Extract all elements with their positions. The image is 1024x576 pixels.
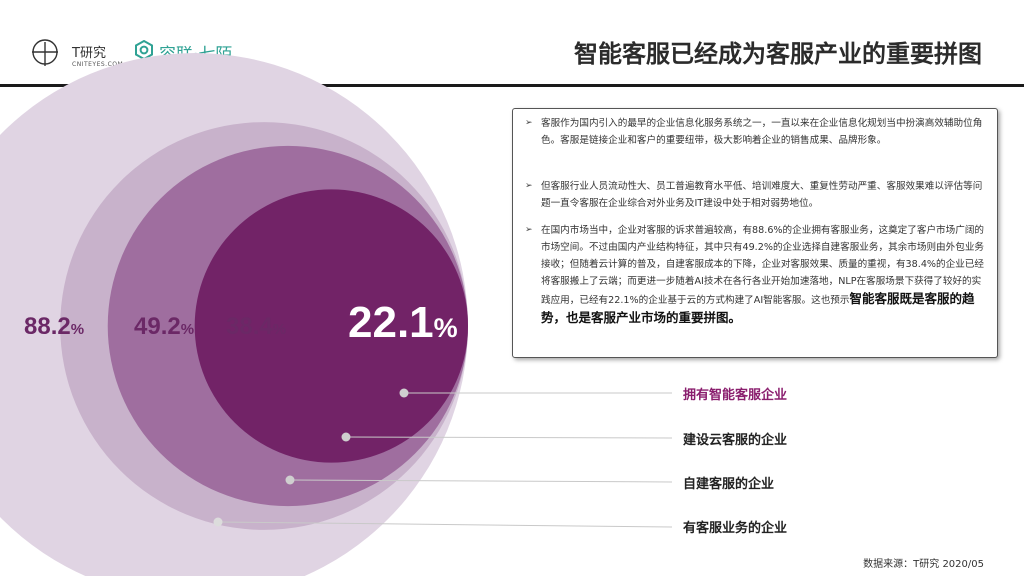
value-label-number: 49.2 <box>134 313 181 340</box>
t-research-logo-subtext: CNITEYES.COM <box>72 61 124 68</box>
value-label-unit: % <box>434 313 458 343</box>
bullet-text-3-highlight: 智能客服既是客服的趋势，也是客服产业市场的重要拼图。 <box>541 291 975 325</box>
t-research-logo: T研究 CNITEYES.COM <box>28 36 123 72</box>
description-bullet-1: ➢ 客服作为国内引入的最早的企业信息化服务系统之一，一直以来在企业信息化规划当中… <box>525 115 987 149</box>
value-label-unit: % <box>181 321 194 338</box>
value-label-unit: % <box>273 321 286 338</box>
bullet-arrow-icon: ➢ <box>525 181 533 191</box>
bullet-text-2: 但客服行业人员流动性大、员工普遍教育水平低、培训难度大、重复性劳动严重、客服效果… <box>541 181 983 209</box>
bullet-text-1: 客服作为国内引入的最早的企业信息化服务系统之一，一直以来在企业信息化规划当中扮演… <box>541 118 983 146</box>
legend-item-has-service: 有客服业务的企业 <box>683 521 788 536</box>
legend-item-self-built-service: 自建客服的企业 <box>683 477 775 492</box>
leader-line <box>217 521 673 528</box>
legend-item-cloud-service: 建设云客服的企业 <box>683 433 788 448</box>
header-divider <box>0 84 1024 87</box>
page-title: 智能客服已经成为客服产业的重要拼图 <box>574 40 982 68</box>
value-label-number: 22.1 <box>348 298 434 347</box>
leader-dot <box>399 388 409 398</box>
leader-line <box>289 479 673 483</box>
value-label-unit: % <box>71 321 84 338</box>
leader-dot <box>213 517 223 527</box>
ring-smart-service <box>194 189 468 463</box>
value-label-cloud-service: 38.4% <box>226 313 286 340</box>
value-label-number: 38.4 <box>226 313 273 340</box>
legend-item-smart-service: 拥有智能客服企业 <box>683 388 788 403</box>
leader-line <box>345 436 673 439</box>
description-bullet-2: ➢ 但客服行业人员流动性大、员工普遍教育水平低、培训难度大、重复性劳动严重、客服… <box>525 178 987 212</box>
description-box: ➢ 客服作为国内引入的最早的企业信息化服务系统之一，一直以来在企业信息化规划当中… <box>512 108 998 358</box>
bullet-text-3-body: 在国内市场当中，企业对客服的诉求普遍较高，有88.6%的企业拥有客服业务，这奠定… <box>541 225 985 306</box>
description-bullet-3: ➢ 在国内市场当中，企业对客服的诉求普遍较高，有88.6%的企业拥有客服业务，这… <box>525 222 987 328</box>
t-research-logo-text: T研究 <box>72 46 106 61</box>
leader-dot <box>285 475 295 485</box>
bullet-arrow-icon: ➢ <box>525 225 533 235</box>
t-research-logo-icon <box>32 39 58 66</box>
bullet-text-3: 在国内市场当中，企业对客服的诉求普遍较高，有88.6%的企业拥有客服业务，这奠定… <box>541 222 987 328</box>
bullet-arrow-icon: ➢ <box>525 118 533 128</box>
data-source: 数据来源：T研究 2020/05 <box>863 559 984 570</box>
leader-dot <box>341 432 351 442</box>
value-label-smart-service: 22.1% <box>348 298 458 347</box>
value-label-has-service: 88.2% <box>24 313 84 340</box>
value-label-self-built-service: 49.2% <box>134 313 194 340</box>
value-label-number: 88.2 <box>24 313 71 340</box>
header: T研究 CNITEYES.COM 容联·七陌 智能客服已经成为客服产业的重要拼图 <box>0 0 1024 84</box>
